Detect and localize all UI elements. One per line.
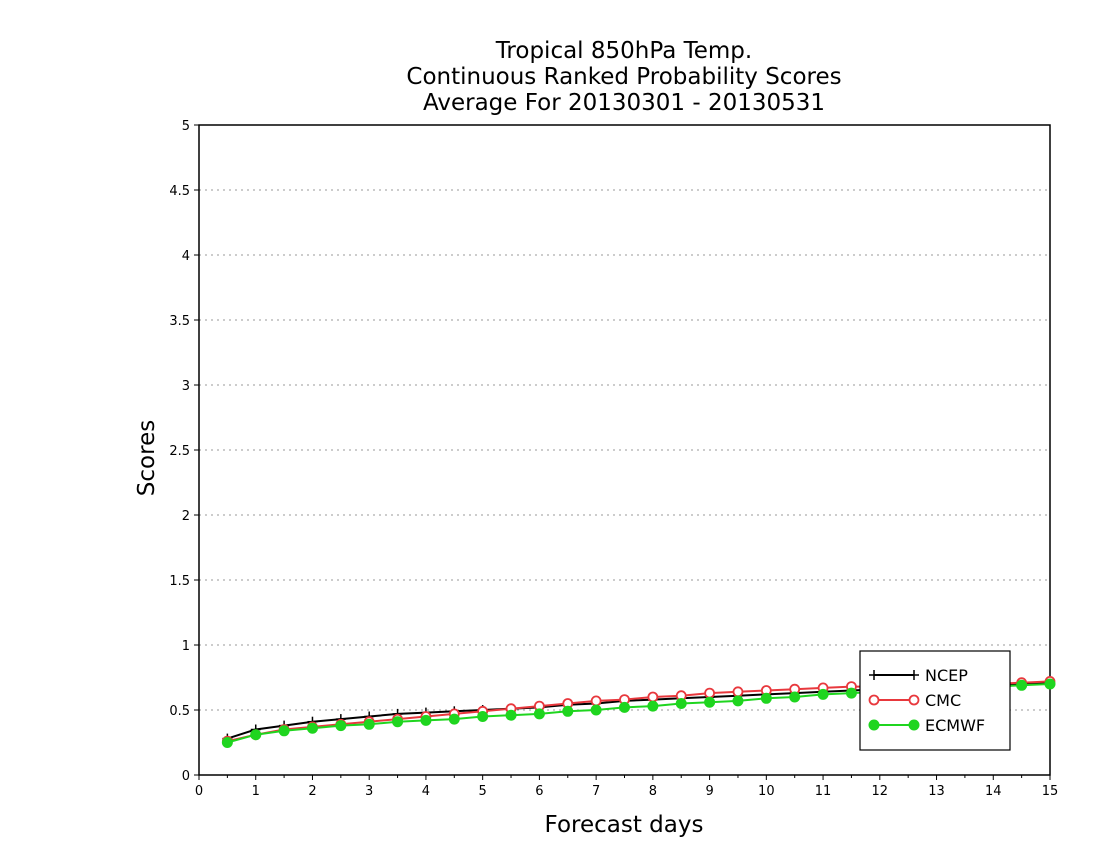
data-point-ecmwf — [477, 711, 489, 722]
y-tick-label: 4.5 — [169, 184, 190, 199]
x-tick-label: 3 — [365, 784, 373, 799]
legend-item-cmc: CMC — [868, 691, 961, 710]
y-tick-label: 4 — [182, 249, 190, 264]
y-tick-label: 1.5 — [169, 574, 190, 589]
legend-item-ncep: NCEP — [869, 666, 968, 685]
legend-marker — [868, 694, 880, 706]
chart-title: Tropical 850hPa Temp. Continuous Ranked … — [406, 38, 841, 116]
chart-title-line-3: Average For 20130301 - 20130531 — [423, 90, 825, 116]
data-point-ecmwf — [533, 708, 545, 720]
chart-title-line-1: Tropical 850hPa Temp. — [495, 38, 752, 64]
legend-marker — [908, 694, 920, 706]
data-point-ecmwf — [250, 729, 262, 741]
data-point-ecmwf — [675, 698, 687, 709]
data-point-ecmwf — [789, 691, 801, 703]
data-point-ecmwf — [306, 722, 318, 734]
data-point-ecmwf — [590, 704, 602, 716]
y-tick-label: 5 — [182, 119, 190, 134]
grid-lines — [199, 189, 1050, 711]
legend: NCEP CMC ECMWF — [859, 650, 1011, 751]
data-point-ecmwf — [732, 695, 744, 707]
x-tick-label: 13 — [928, 784, 945, 799]
legend-marker — [908, 719, 920, 731]
data-point-ecmwf — [221, 737, 233, 748]
data-point-ecmwf — [704, 696, 716, 708]
x-tick-label: 15 — [1042, 784, 1059, 799]
data-point-ecmwf — [1016, 679, 1028, 691]
x-tick-label: 9 — [705, 784, 713, 799]
data-point-ecmwf — [505, 709, 517, 721]
legend-label: ECMWF — [925, 716, 985, 735]
y-axis: 0 0.5 1 1.5 2 2.5 3 3.5 4 4.5 5 — [169, 119, 199, 784]
y-tick-label: 3.5 — [169, 314, 190, 329]
y-tick-label: 0.5 — [169, 704, 190, 719]
data-point-ecmwf — [392, 716, 404, 728]
legend-item-ecmwf: ECMWF — [868, 716, 985, 735]
x-tick-label: 0 — [195, 784, 203, 799]
x-tick-label: 11 — [815, 784, 832, 799]
x-axis: 0 1 2 3 4 5 6 7 8 9 10 11 12 13 14 15 — [195, 775, 1058, 799]
x-tick-label: 12 — [872, 784, 889, 799]
data-point-ecmwf — [562, 705, 574, 717]
x-tick-label: 14 — [985, 784, 1002, 799]
chart-title-line-2: Continuous Ranked Probability Scores — [406, 64, 841, 90]
x-tick-label: 7 — [592, 784, 600, 799]
data-point-cmc — [732, 686, 744, 698]
y-axis-label: Scores — [134, 420, 160, 496]
y-tick-label: 3 — [182, 379, 190, 394]
x-axis-label: Forecast days — [545, 812, 704, 838]
data-point-ecmwf — [278, 725, 290, 737]
data-point-ecmwf — [363, 718, 375, 730]
data-point-ecmwf — [1044, 678, 1056, 690]
data-point-ecmwf — [647, 700, 659, 712]
data-point-ecmwf — [845, 687, 857, 699]
data-point-cmc — [590, 695, 602, 707]
data-point-cmc — [704, 687, 715, 699]
data-point-ecmwf — [619, 701, 630, 713]
x-tick-label: 4 — [422, 784, 430, 799]
legend-marker — [868, 719, 880, 731]
data-point-ecmwf — [760, 692, 772, 704]
data-point-ecmwf — [448, 713, 460, 725]
data-point-cmc — [647, 691, 659, 703]
legend-label: CMC — [925, 691, 961, 710]
y-tick-label: 1 — [182, 639, 190, 654]
legend-marker — [909, 670, 919, 680]
y-tick-label: 0 — [182, 769, 190, 784]
data-point-ecmwf — [817, 688, 829, 700]
data-point-ecmwf — [335, 720, 347, 732]
x-tick-label: 6 — [535, 784, 543, 799]
x-tick-label: 2 — [308, 784, 316, 799]
x-tick-label: 10 — [758, 784, 775, 799]
y-tick-label: 2 — [182, 509, 190, 524]
x-tick-label: 1 — [252, 784, 260, 799]
legend-label: NCEP — [925, 666, 968, 685]
x-tick-label: 8 — [649, 784, 657, 799]
y-tick-label: 2.5 — [169, 444, 190, 459]
x-tick-label: 5 — [479, 784, 487, 799]
legend-marker — [869, 670, 879, 680]
data-point-ecmwf — [420, 714, 432, 726]
